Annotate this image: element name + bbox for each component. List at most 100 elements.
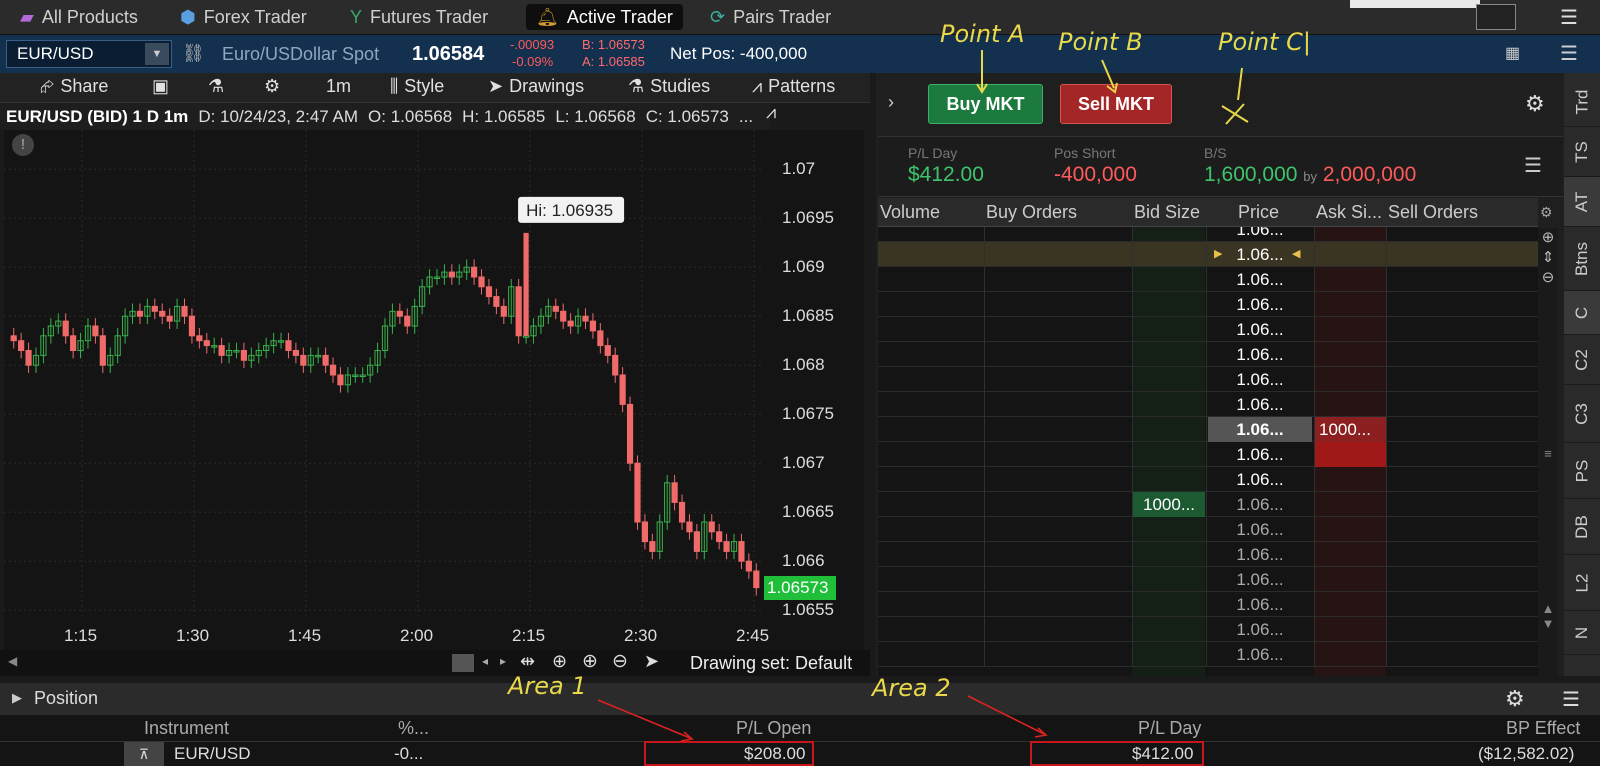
- gear-icon[interactable]: ⚙: [1505, 686, 1525, 711]
- tab-all-products[interactable]: ▰ All Products: [20, 7, 138, 27]
- ladder-bid-size[interactable]: 1000...: [1133, 492, 1205, 517]
- column-pl-day[interactable]: P/L Day: [1138, 718, 1202, 738]
- column-volume[interactable]: Volume: [880, 202, 941, 222]
- buy-market-button[interactable]: Buy MKT: [928, 84, 1043, 124]
- ladder-row[interactable]: 1.06...: [878, 617, 1538, 642]
- pan-icon[interactable]: ⇹: [520, 651, 536, 671]
- side-tab-at[interactable]: AT: [1564, 177, 1600, 227]
- ladder-row[interactable]: 1.06...: [878, 317, 1538, 342]
- style-button[interactable]: ⫼ Style: [390, 76, 445, 96]
- crosshair-icon[interactable]: ⊕: [552, 651, 568, 671]
- ladder-row[interactable]: 1.06...: [878, 567, 1538, 592]
- ladder-row[interactable]: 1.06...: [878, 592, 1538, 617]
- ladder-price[interactable]: 1.06...: [1236, 595, 1284, 614]
- ladder-price[interactable]: 1.06...: [1236, 270, 1284, 289]
- zoom-in-icon[interactable]: ⊕: [582, 651, 598, 672]
- ladder-price[interactable]: 1.06...: [1236, 545, 1284, 564]
- gear-icon[interactable]: ⚙: [1540, 204, 1553, 220]
- drawings-button[interactable]: ➤ Drawings: [488, 76, 585, 96]
- side-tab-ts[interactable]: TS: [1564, 127, 1600, 177]
- side-tab-db[interactable]: DB: [1564, 499, 1600, 555]
- ladder-price[interactable]: 1.06...: [1236, 320, 1284, 339]
- ladder-price[interactable]: 1.06...: [1236, 245, 1284, 264]
- ladder-row[interactable]: 1.06...: [878, 542, 1538, 567]
- ladder-price[interactable]: 1.06...: [1236, 445, 1284, 464]
- sell-market-button[interactable]: Sell MKT: [1060, 84, 1172, 124]
- menu-icon[interactable]: ☰: [1560, 7, 1578, 29]
- side-tab-btns[interactable]: Btns: [1564, 227, 1600, 291]
- grid-icon[interactable]: ▦: [1505, 45, 1521, 62]
- ladder-price[interactable]: 1.06...: [1236, 645, 1284, 664]
- column-buy-orders[interactable]: Buy Orders: [986, 202, 1078, 222]
- ladder-price[interactable]: 1.06...: [1236, 370, 1284, 389]
- ladder-row[interactable]: 1.06...: [878, 342, 1538, 367]
- scroll-left-icon[interactable]: ◀: [8, 654, 18, 668]
- column-instrument[interactable]: Instrument: [144, 718, 230, 738]
- menu-icon[interactable]: ☰: [1560, 43, 1578, 65]
- ladder-row[interactable]: 1.06...: [878, 467, 1538, 492]
- ladder-row[interactable]: 1.06...: [878, 642, 1538, 667]
- expand-chevron-icon[interactable]: ›: [888, 92, 894, 112]
- zoom-out-icon[interactable]: ⊖: [1541, 269, 1555, 286]
- pattern-icon[interactable]: ⩘: [766, 102, 777, 122]
- drawing-set-label[interactable]: Drawing set: Default: [690, 653, 853, 673]
- list-icon[interactable]: ☰: [1524, 155, 1542, 177]
- chevron-down-icon[interactable]: ▼: [145, 43, 169, 65]
- ladder-row[interactable]: 1.06...: [878, 517, 1538, 542]
- tab-forex-trader[interactable]: ⬢ Forex Trader: [180, 7, 307, 27]
- ladder-price[interactable]: 1.06...: [1208, 417, 1312, 442]
- layout-dropdown[interactable]: [1350, 0, 1480, 8]
- collapse-row-icon[interactable]: ⊼: [124, 742, 164, 766]
- side-tab-ps[interactable]: PS: [1564, 443, 1600, 499]
- ladder-price[interactable]: 1.06...: [1236, 470, 1284, 489]
- ladder-row[interactable]: 1.06...: [878, 442, 1538, 467]
- side-tab-trd[interactable]: Trd: [1564, 77, 1600, 127]
- share-button[interactable]: ⮳ Share: [40, 76, 109, 96]
- side-tab-l2[interactable]: L2: [1564, 555, 1600, 611]
- gear-icon[interactable]: ⚙: [1525, 91, 1545, 116]
- timeframe-button[interactable]: 1m: [326, 76, 352, 96]
- column-price[interactable]: Price: [1238, 202, 1280, 222]
- ladder-row[interactable]: 1.06... ▶ ◀: [878, 242, 1538, 267]
- side-tab-c[interactable]: C: [1564, 291, 1600, 335]
- ladder-price[interactable]: 1.06...: [1236, 345, 1284, 364]
- menu-icon[interactable]: ☰: [1562, 689, 1580, 711]
- symbol-input[interactable]: EUR/USD ▼: [6, 40, 172, 68]
- ladder-row[interactable]: 1.06... 1000...: [878, 417, 1538, 442]
- ladder-price[interactable]: 1.06...: [1236, 295, 1284, 314]
- patterns-button[interactable]: ⩘ Patterns: [752, 76, 836, 96]
- ladder-row[interactable]: 1.06...: [878, 227, 1538, 242]
- tab-active-trader[interactable]: 🔔︎ Active Trader: [526, 4, 683, 30]
- gear-icon[interactable]: ⚙: [264, 76, 281, 96]
- column-ask-size[interactable]: Ask Si...: [1316, 202, 1383, 222]
- ladder-price[interactable]: 1.06...: [1236, 495, 1284, 514]
- column-pct[interactable]: %...: [398, 718, 430, 738]
- position-instrument[interactable]: EUR/USD: [174, 744, 251, 763]
- ladder-ask-size[interactable]: 1000...: [1315, 417, 1386, 442]
- tab-pairs-trader[interactable]: ⟳ Pairs Trader: [710, 7, 832, 27]
- zoom-out-icon[interactable]: ⊖: [612, 651, 628, 672]
- alert-icon[interactable]: !: [12, 134, 34, 156]
- scroll-handle[interactable]: ≡: [1544, 446, 1552, 461]
- link-icon[interactable]: ⛓: [182, 43, 205, 63]
- ladder-row[interactable]: 1.06...: [878, 267, 1538, 292]
- side-tab-c3[interactable]: C3: [1564, 385, 1600, 443]
- ladder-price[interactable]: 1.06...: [1236, 570, 1284, 589]
- side-tab-c2[interactable]: C2: [1564, 335, 1600, 385]
- price-ladder[interactable]: 1.06... 1.06... ▶ ◀ 1.06... 1.06... 1.06... 1.0…: [878, 227, 1538, 676]
- ladder-price[interactable]: 1.06...: [1236, 395, 1284, 414]
- column-bp-effect[interactable]: BP Effect: [1506, 718, 1581, 738]
- ladder-price[interactable]: 1.06...: [1236, 620, 1284, 639]
- window-button[interactable]: [1476, 4, 1516, 30]
- ladder-row[interactable]: 1.06...: [878, 392, 1538, 417]
- ladder-row[interactable]: 1.06...: [878, 292, 1538, 317]
- scroll-thumb[interactable]: [452, 654, 474, 672]
- center-icon[interactable]: ⇕: [1541, 249, 1555, 266]
- column-bid-size[interactable]: Bid Size: [1134, 202, 1201, 222]
- side-tab-n[interactable]: N: [1564, 611, 1600, 655]
- scroll-down-icon[interactable]: ▼: [1541, 616, 1555, 631]
- tab-futures-trader[interactable]: Y Futures Trader: [350, 7, 489, 27]
- scroll-right-icon[interactable]: ▸: [500, 654, 507, 668]
- column-pl-open[interactable]: P/L Open: [736, 718, 812, 738]
- ladder-price[interactable]: 1.06...: [1236, 520, 1284, 539]
